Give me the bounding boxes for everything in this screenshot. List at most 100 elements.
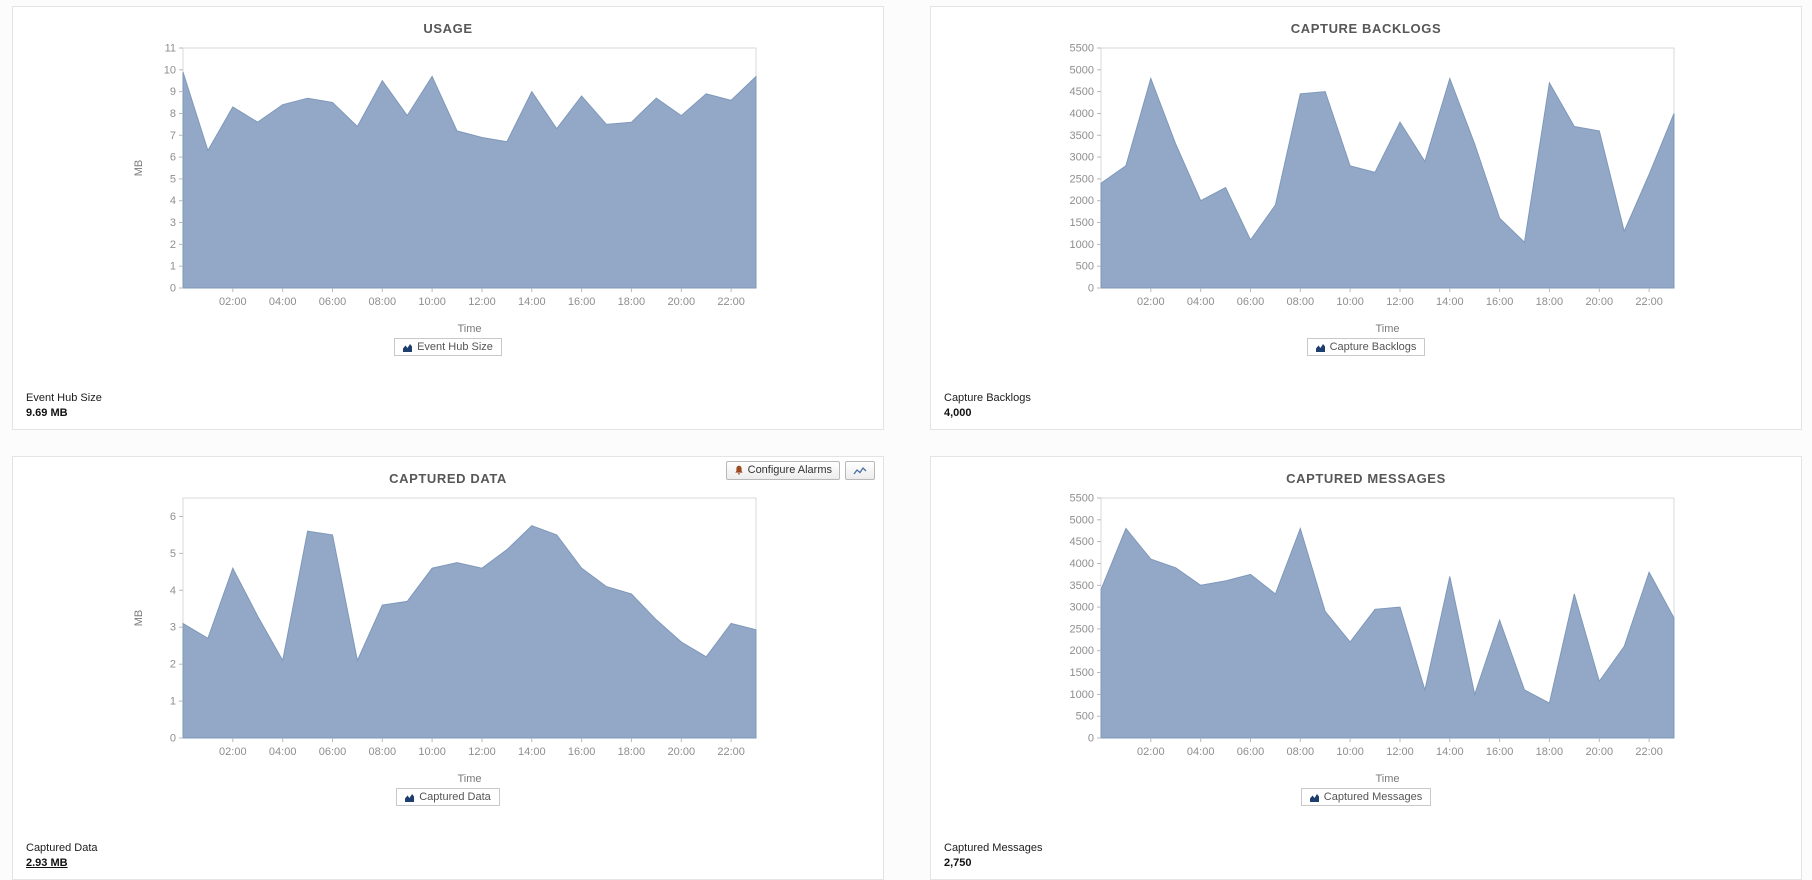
svg-text:Time: Time — [457, 773, 481, 785]
svg-text:11: 11 — [165, 43, 176, 55]
stat-value-link[interactable]: 2.93 MB — [26, 857, 68, 869]
legend-row: Capture Backlogs — [931, 338, 1801, 356]
area-series-icon — [1309, 793, 1319, 802]
svg-text:10:00: 10:00 — [418, 746, 446, 758]
legend-capture-backlogs: Capture Backlogs — [1306, 338, 1426, 356]
svg-text:4500: 4500 — [1070, 86, 1094, 98]
svg-text:2500: 2500 — [1070, 173, 1094, 185]
svg-text:08:00: 08:00 — [369, 746, 397, 758]
svg-text:04:00: 04:00 — [1187, 296, 1215, 308]
usage-area-chart: 0 1 2 3 4 5 6 7 8 9 10 11 02:00 04:00 06:00 08:00 10:00 1… — [133, 43, 757, 335]
svg-text:18:00: 18:00 — [1536, 746, 1564, 758]
svg-text:18:00: 18:00 — [618, 746, 646, 758]
svg-text:12:00: 12:00 — [1386, 296, 1414, 308]
captured-messages-panel: CAPTURED MESSAGES 0 500 1000 1500 2000 2500 30… — [930, 456, 1802, 880]
legend-captured-messages: Captured Messages — [1300, 788, 1432, 806]
legend-row: Captured Data — [13, 788, 883, 806]
svg-text:20:00: 20:00 — [1586, 746, 1614, 758]
svg-text:6: 6 — [170, 511, 176, 523]
chart-wrap: 0 500 1000 1500 2000 2500 3000 3500 4000 4500 5000… — [931, 488, 1801, 788]
svg-text:16:00: 16:00 — [1486, 296, 1514, 308]
svg-text:1000: 1000 — [1070, 689, 1094, 701]
panel-title-captured-messages: CAPTURED MESSAGES — [1286, 471, 1446, 486]
svg-text:1: 1 — [170, 261, 176, 273]
svg-text:0: 0 — [1088, 283, 1094, 295]
svg-text:02:00: 02:00 — [219, 746, 247, 758]
svg-text:10:00: 10:00 — [1336, 296, 1364, 308]
stat-value: 4,000 — [944, 407, 972, 419]
legend-label: Capture Backlogs — [1329, 341, 1417, 353]
legend-row: Event Hub Size — [13, 338, 883, 356]
svg-text:14:00: 14:00 — [518, 746, 546, 758]
svg-text:08:00: 08:00 — [369, 296, 397, 308]
stat-label: Captured Messages — [944, 842, 1043, 854]
svg-text:14:00: 14:00 — [1436, 746, 1464, 758]
svg-text:Time: Time — [457, 323, 481, 335]
captured-messages-area-chart: 0 500 1000 1500 2000 2500 3000 3500 4000 4500 5000… — [1070, 493, 1675, 785]
svg-text:3000: 3000 — [1070, 602, 1094, 614]
svg-text:5500: 5500 — [1070, 493, 1094, 505]
svg-text:2000: 2000 — [1070, 645, 1094, 657]
svg-text:3500: 3500 — [1070, 130, 1094, 142]
svg-text:16:00: 16:00 — [1486, 746, 1514, 758]
area-series-icon — [403, 343, 413, 352]
configure-alarms-button[interactable]: Configure Alarms — [725, 461, 840, 480]
svg-text:06:00: 06:00 — [319, 746, 347, 758]
svg-text:9: 9 — [170, 86, 176, 98]
graph-view-button[interactable] — [845, 461, 875, 480]
svg-text:22:00: 22:00 — [1635, 746, 1663, 758]
svg-text:Time: Time — [1375, 773, 1399, 785]
svg-text:06:00: 06:00 — [1237, 746, 1265, 758]
svg-text:18:00: 18:00 — [618, 296, 646, 308]
svg-text:20:00: 20:00 — [1586, 296, 1614, 308]
area-series-icon — [405, 793, 415, 802]
svg-text:16:00: 16:00 — [568, 746, 596, 758]
svg-text:3500: 3500 — [1070, 580, 1094, 592]
svg-text:20:00: 20:00 — [668, 746, 696, 758]
svg-text:10:00: 10:00 — [1336, 746, 1364, 758]
svg-text:12:00: 12:00 — [468, 296, 496, 308]
svg-text:1000: 1000 — [1070, 239, 1094, 251]
panel-title-captured-data: CAPTURED DATA — [389, 471, 507, 486]
svg-text:5000: 5000 — [1070, 64, 1094, 76]
chart-wrap: 0 1 2 3 4 5 6 02:00 04:00 06:00 08:00 10:00 12:00 14:… — [13, 488, 883, 788]
svg-text:6: 6 — [170, 152, 176, 164]
stat-value: 2,750 — [944, 857, 972, 869]
svg-text:1500: 1500 — [1070, 217, 1094, 229]
stat-label: Captured Data — [26, 842, 98, 854]
svg-text:Time: Time — [1375, 323, 1399, 335]
svg-text:12:00: 12:00 — [1386, 746, 1414, 758]
svg-text:1500: 1500 — [1070, 667, 1094, 679]
legend-label: Captured Messages — [1323, 791, 1423, 803]
svg-text:16:00: 16:00 — [568, 296, 596, 308]
svg-text:7: 7 — [170, 130, 176, 142]
legend-captured-data: Captured Data — [396, 788, 500, 806]
captured-data-panel: Configure Alarms CAPTURED DATA 0 1 2 3 4 5 6 02… — [12, 456, 884, 880]
svg-text:500: 500 — [1076, 711, 1094, 723]
svg-text:14:00: 14:00 — [1436, 296, 1464, 308]
svg-text:5500: 5500 — [1070, 43, 1094, 55]
legend-row: Captured Messages — [931, 788, 1801, 806]
svg-text:1: 1 — [170, 696, 176, 708]
svg-text:06:00: 06:00 — [1237, 296, 1265, 308]
captured-data-area-chart: 0 1 2 3 4 5 6 02:00 04:00 06:00 08:00 10:00 12:00 14:… — [133, 497, 757, 785]
stat-captured-data: Captured Data 2.93 MB — [26, 842, 98, 869]
svg-text:02:00: 02:00 — [219, 296, 247, 308]
chart-wrap: 0 1 2 3 4 5 6 7 8 9 10 11 02:00 04:00 06:00 08:00 10:00 1… — [13, 38, 883, 338]
svg-text:20:00: 20:00 — [668, 296, 696, 308]
svg-text:02:00: 02:00 — [1137, 746, 1165, 758]
svg-text:22:00: 22:00 — [1635, 296, 1663, 308]
svg-text:MB: MB — [133, 610, 145, 627]
configure-alarms-label: Configure Alarms — [747, 464, 832, 476]
svg-text:500: 500 — [1076, 261, 1094, 273]
svg-text:2500: 2500 — [1070, 623, 1094, 635]
svg-text:5000: 5000 — [1070, 514, 1094, 526]
svg-text:MB: MB — [133, 160, 145, 177]
svg-text:3000: 3000 — [1070, 152, 1094, 164]
svg-text:5: 5 — [170, 548, 176, 560]
stat-event-hub-size: Event Hub Size 9.69 MB — [26, 392, 102, 419]
svg-text:2: 2 — [170, 239, 176, 251]
svg-text:0: 0 — [170, 733, 176, 745]
stat-value: 9.69 MB — [26, 407, 68, 419]
